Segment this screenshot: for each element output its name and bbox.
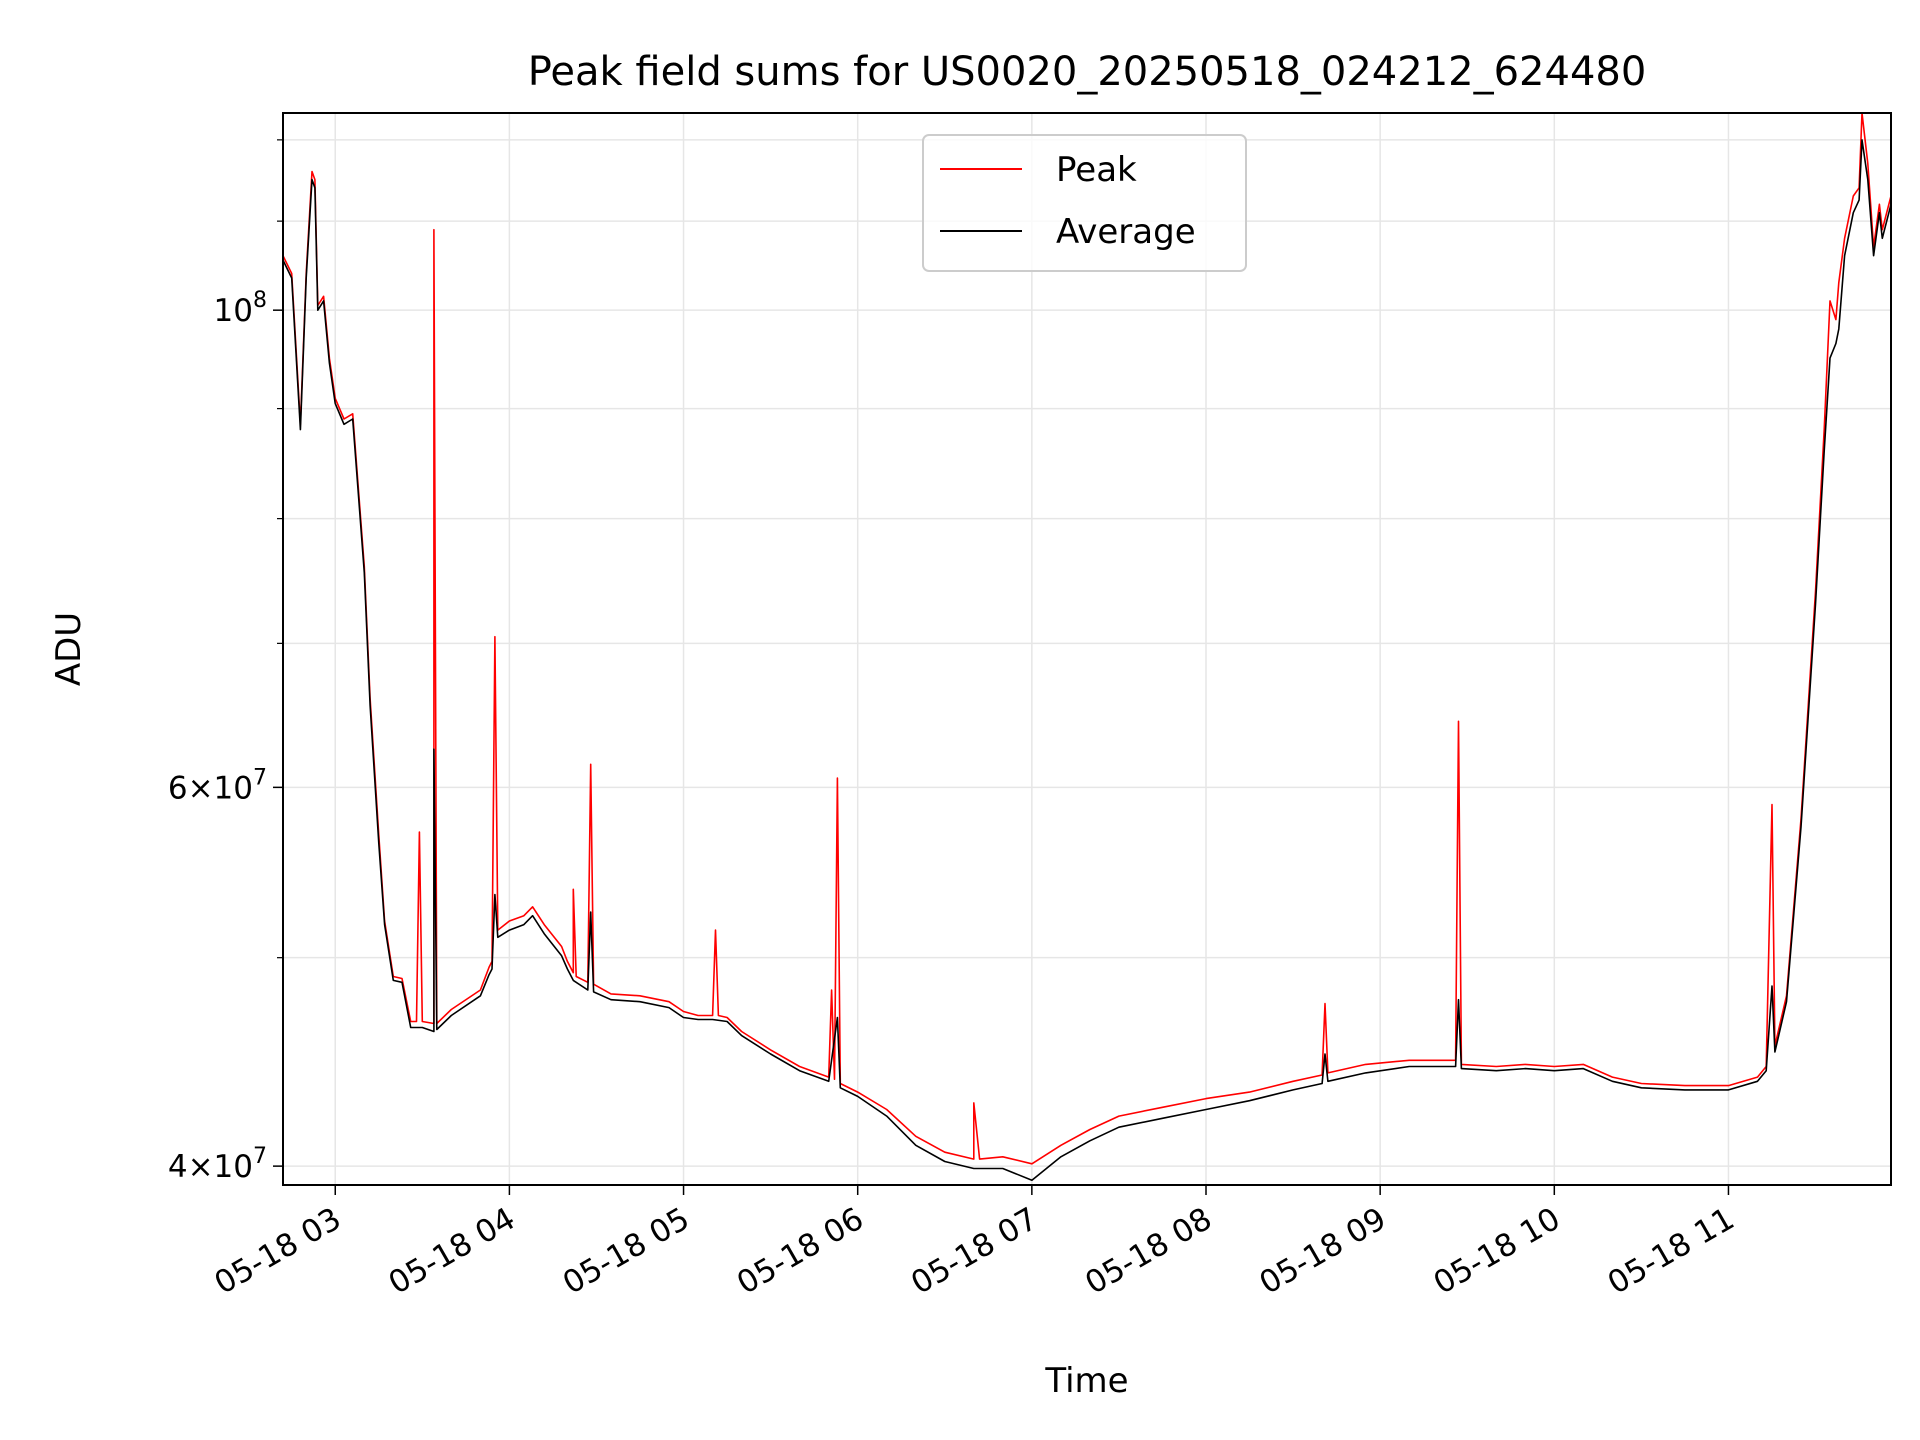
legend: Peak Average (922, 134, 1247, 272)
x-axis-label: Time (1044, 1361, 1128, 1401)
y-tick-exponent: 7 (253, 765, 267, 790)
y-tick-coefficient: 6 (168, 770, 188, 806)
y-axis-label: ADU (49, 612, 89, 686)
series-peak-line (282, 112, 1892, 1165)
legend-peak-label: Peak (1056, 150, 1137, 190)
series-average-line (282, 139, 1892, 1181)
legend-average-label: Average (1056, 212, 1196, 252)
y-tick-base: 10 (214, 293, 253, 329)
chart-title: Peak field sums for US0020_20250518_0242… (528, 49, 1647, 95)
y-tick-label: 6×107 (168, 765, 267, 806)
plot-lines (282, 112, 1892, 1181)
y-tick-label: 4×107 (168, 1144, 267, 1185)
y-tick-exponent: 7 (253, 1144, 267, 1169)
plot-frame (282, 112, 1892, 1186)
y-tick-base: 10 (214, 770, 253, 806)
y-tick-label: 108 (214, 288, 267, 329)
y-tick-times-sign: × (188, 770, 214, 806)
y-tick-coefficient: 4 (168, 1149, 188, 1185)
y-tick-times-sign: × (188, 1149, 214, 1185)
y-tick-base: 10 (214, 1149, 253, 1185)
y-tick-exponent: 8 (253, 288, 267, 313)
